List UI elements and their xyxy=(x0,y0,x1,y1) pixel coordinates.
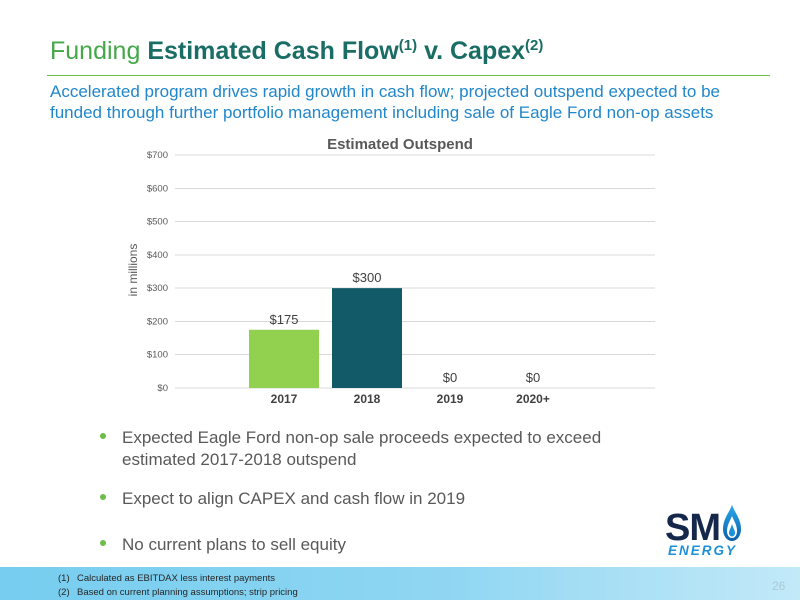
bullet-line: No current plans to sell equity xyxy=(122,535,346,554)
x-tick-label-2018: 2018 xyxy=(354,392,381,406)
footnote-text: Calculated as EBITDAX less interest paym… xyxy=(77,573,276,584)
y-tick-label: $0 xyxy=(157,383,168,394)
y-tick-label: $700 xyxy=(147,150,168,161)
bullet-line: Expect to align CAPEX and cash flow in 2… xyxy=(122,489,466,508)
data-label-2017: $175 xyxy=(270,312,299,327)
bullet-line: Expected Eagle Ford non-op sale proceeds… xyxy=(122,428,602,447)
title-divider xyxy=(47,75,770,76)
data-label-2019: $0 xyxy=(443,370,457,385)
slide-title: Funding Estimated Cash Flow(1) v. Capex(… xyxy=(50,36,543,66)
title-cash-flow: Estimated Cash Flow xyxy=(147,37,399,65)
title-main: Estimated Cash Flow(1) v. Capex(2) xyxy=(147,37,543,65)
footnote: (2) Based on current planning assumption… xyxy=(0,587,400,599)
chart-title: Estimated Outspend xyxy=(327,136,473,153)
footnote-marker: (2) xyxy=(58,587,70,598)
y-tick-label: $300 xyxy=(147,283,168,294)
page-number: 26 xyxy=(772,579,786,593)
data-label-2020-plus: $0 xyxy=(526,370,540,385)
x-tick-label-2019: 2019 xyxy=(437,392,464,406)
bullet-text: Expected Eagle Ford non-op sale proceeds… xyxy=(122,427,601,471)
x-tick-label-2017: 2017 xyxy=(271,392,298,406)
subtitle-line: funded through further portfolio managem… xyxy=(50,103,714,122)
title-capex: v. Capex xyxy=(424,37,526,65)
sm-energy-logo: SM ENERGY xyxy=(660,500,750,562)
bullet-marker xyxy=(100,540,106,546)
bullet-marker xyxy=(100,433,106,439)
bullet-text: Expect to align CAPEX and cash flow in 2… xyxy=(122,488,465,510)
bullet-line: estimated 2017-2018 outspend xyxy=(122,450,357,469)
bar-chart: $0 $100 $200 $300 $400 $500 $600 $700 $175 2017 $3… xyxy=(147,150,655,406)
flame-icon xyxy=(723,505,741,541)
y-tick-label: $400 xyxy=(147,250,168,261)
bullet-text: No current plans to sell equity xyxy=(122,534,346,556)
logo-tagline: ENERGY xyxy=(668,543,738,558)
bullet-item: Expected Eagle Ford non-op sale proceeds… xyxy=(0,427,700,469)
footnote-marker: (1) xyxy=(58,573,70,584)
footer-band: (1) Calculated as EBITDAX less interest … xyxy=(0,567,800,600)
subtitle-line: Accelerated program drives rapid growth … xyxy=(50,82,720,101)
bullet-marker xyxy=(100,494,106,500)
footnote: (1) Calculated as EBITDAX less interest … xyxy=(0,573,400,585)
bar-2018 xyxy=(332,288,402,388)
y-tick-label: $600 xyxy=(147,183,168,194)
slide-subtitle: Accelerated program drives rapid growth … xyxy=(50,81,720,123)
y-tick-label: $100 xyxy=(147,350,168,361)
title-footnote-ref-1: (1) xyxy=(398,37,418,54)
bullet-item: No current plans to sell equity xyxy=(0,534,700,556)
logo-wordmark: SM xyxy=(665,507,721,549)
title-funding: Funding xyxy=(50,37,141,65)
data-label-2018: $300 xyxy=(353,270,382,285)
bar-2017 xyxy=(249,329,319,388)
y-tick-label: $500 xyxy=(147,217,168,228)
y-tick-label: $200 xyxy=(147,316,168,327)
title-footnote-ref-2: (2) xyxy=(525,37,544,54)
x-tick-label-2020-plus: 2020+ xyxy=(516,392,550,406)
bullet-item: Expect to align CAPEX and cash flow in 2… xyxy=(0,488,700,510)
footnote-text: Based on current planning assumptions; s… xyxy=(77,587,298,598)
